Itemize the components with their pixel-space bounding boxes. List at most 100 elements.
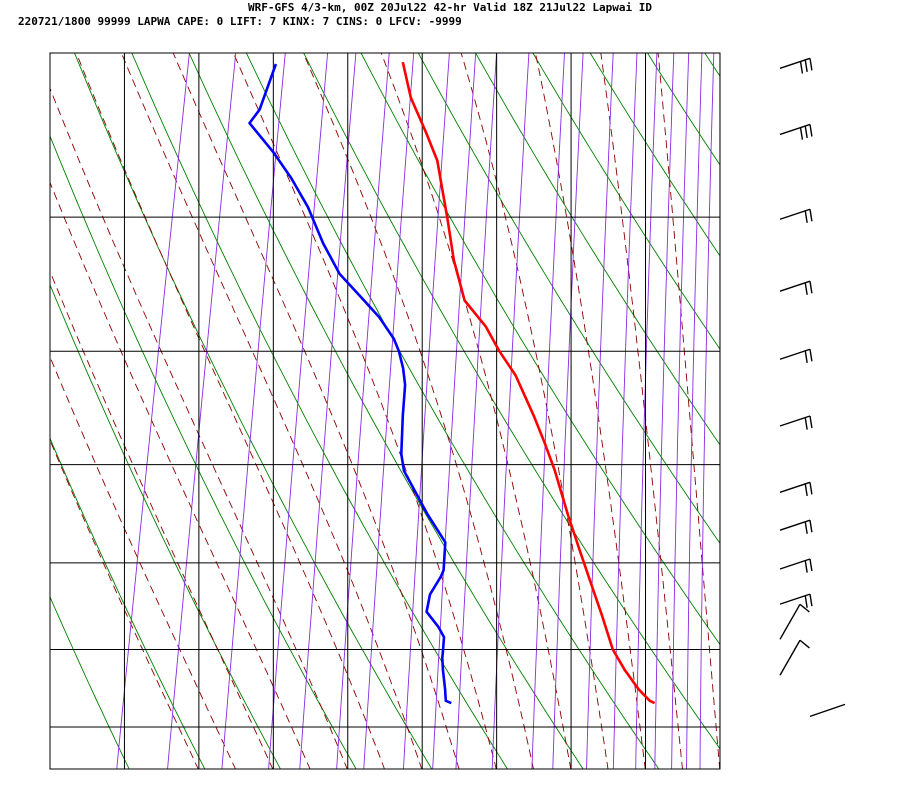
wind-barb-flag xyxy=(804,350,808,363)
moist-adiabat-line xyxy=(460,53,609,769)
wind-barb xyxy=(809,703,846,718)
dry-adiabat-line xyxy=(303,53,720,750)
moist-adiabat-line xyxy=(534,53,646,769)
wind-barb xyxy=(779,593,813,608)
dry-adiabat-line xyxy=(737,15,900,770)
plot-frame xyxy=(49,52,721,770)
background-lines xyxy=(50,15,900,770)
wind-barb-flag xyxy=(804,282,808,295)
wind-barb xyxy=(779,280,813,295)
dry-adiabat-line xyxy=(850,15,900,770)
dry-adiabat-line xyxy=(589,53,720,257)
moist-adiabat-line xyxy=(50,439,199,769)
mixing-ratio-line xyxy=(403,53,450,769)
wind-barb-flag xyxy=(809,594,813,607)
dry-adiabat-line xyxy=(50,595,130,769)
wind-barb xyxy=(779,519,813,534)
wind-barb-flag xyxy=(809,281,813,294)
dry-adiabat-line xyxy=(417,53,720,545)
moist-adiabat-line xyxy=(172,53,460,769)
wind-barb xyxy=(779,481,813,497)
wind-barb xyxy=(779,208,813,223)
wind-barb-flag xyxy=(809,349,813,362)
mixing-ratio-line xyxy=(686,53,703,769)
temperature-profile-line xyxy=(401,61,656,705)
mixing-ratio-line xyxy=(363,53,415,769)
moist-adiabat-line xyxy=(75,53,385,769)
dewpoint-profile-line xyxy=(248,63,452,705)
dry-adiabat-line xyxy=(50,134,357,769)
mixing-ratio-line xyxy=(699,53,715,769)
mixing-ratio-line xyxy=(299,53,357,769)
mixing-ratio-line xyxy=(167,53,237,769)
mixing-ratio-line xyxy=(432,53,477,769)
dry-adiabat-line xyxy=(793,15,900,770)
dry-adiabat-line xyxy=(74,53,433,769)
moist-adiabat-line xyxy=(380,53,572,769)
wind-barb-flag xyxy=(809,558,813,572)
wind-barb-flag xyxy=(799,639,810,649)
dry-adiabat-line xyxy=(188,53,584,769)
moist-adiabat-line xyxy=(302,53,534,769)
wind-barb-staff xyxy=(779,603,801,640)
mixing-ratio-line xyxy=(336,53,390,769)
wind-barb-flag xyxy=(809,520,813,533)
moist-adiabat-line xyxy=(600,53,683,769)
wind-barb-flag xyxy=(799,127,804,140)
moist-adiabat-line xyxy=(120,53,423,769)
mixing-ratio-line xyxy=(654,53,675,769)
wind-barb-flag xyxy=(809,415,813,429)
wind-barb xyxy=(779,558,813,573)
mixing-ratio-line xyxy=(724,53,735,770)
mixing-ratio-line xyxy=(586,53,614,769)
moist-adiabat-line xyxy=(657,53,720,769)
wind-barb-flag xyxy=(809,209,813,222)
wind-barb xyxy=(779,348,813,363)
profile-lines xyxy=(248,61,656,705)
dry-adiabat-line xyxy=(50,437,206,769)
dry-adiabat-line xyxy=(532,53,720,350)
moist-adiabat-line xyxy=(50,270,274,769)
wind-barb xyxy=(779,57,813,74)
wind-barb-flag xyxy=(809,482,813,495)
moist-adiabat-line xyxy=(232,53,497,769)
wind-barb xyxy=(779,639,810,676)
wind-barb-flag xyxy=(799,61,804,74)
wind-barb-flag xyxy=(809,58,813,71)
mixing-ratio-line xyxy=(116,53,190,769)
wind-barb-flag xyxy=(804,210,808,223)
mixing-ratio-line xyxy=(552,53,584,769)
chart-header-line1: WRF-GFS 4/3-km, 00Z 20Jul22 42-hr Valid … xyxy=(248,1,652,14)
wind-barb-staff xyxy=(779,639,801,676)
dry-adiabat-line xyxy=(360,53,720,646)
dry-adiabat-line xyxy=(245,53,660,769)
dry-adiabat-line xyxy=(131,53,508,769)
wind-barb xyxy=(779,603,810,640)
mixing-ratio-line xyxy=(635,53,658,769)
mixing-ratio-line xyxy=(612,53,638,769)
moist-adiabat-line xyxy=(50,87,348,769)
wind-barb-flag xyxy=(804,560,808,573)
mixing-ratio-line xyxy=(221,53,286,769)
mixing-ratio-line xyxy=(268,53,329,769)
wind-barb-flag xyxy=(799,603,810,613)
mixing-ratio-line xyxy=(491,53,530,769)
mixing-ratio-line xyxy=(671,53,690,769)
wind-barb-flag xyxy=(804,59,808,73)
wind-barb-flag xyxy=(804,483,808,497)
dry-adiabat-line xyxy=(475,53,720,446)
moist-adiabat-line xyxy=(50,181,311,769)
moist-adiabat-line xyxy=(50,355,236,769)
wind-barb-flag xyxy=(809,124,813,137)
wind-barb-flag xyxy=(804,417,808,430)
chart-header-line2: 220721/1800 99999 LAPWA CAPE: 0 LIFT: 7 … xyxy=(18,15,462,28)
dry-adiabat-line xyxy=(50,283,281,769)
wind-barb-flag xyxy=(804,521,808,534)
wind-barb-flag xyxy=(804,595,808,608)
wind-barb xyxy=(779,415,813,430)
mixing-ratio-line xyxy=(531,53,565,769)
wind-barbs xyxy=(779,57,846,718)
wind-barb-staff xyxy=(809,703,846,718)
wind-barb-flag xyxy=(804,125,808,139)
